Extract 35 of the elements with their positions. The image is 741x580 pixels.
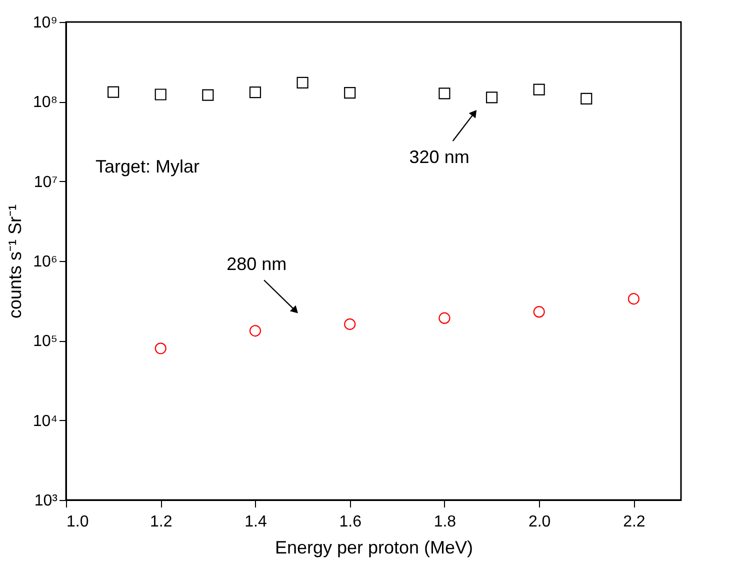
point bbox=[344, 318, 356, 330]
x-tick-label: 1.6 bbox=[339, 514, 362, 530]
point bbox=[533, 84, 545, 96]
point bbox=[154, 88, 166, 100]
y-tick-label: 10⁵ bbox=[33, 333, 58, 350]
y-tick-label: 10⁴ bbox=[32, 412, 58, 430]
x-tick-label: 2.2 bbox=[623, 514, 646, 530]
point bbox=[533, 306, 545, 318]
x-axis-title: Energy per proton (MeV) bbox=[274, 538, 474, 558]
annotation: Target: Mylar bbox=[96, 156, 200, 176]
y-axis-title: counts s⁻¹ Sr⁻¹ bbox=[4, 204, 25, 319]
point bbox=[202, 89, 214, 101]
point bbox=[438, 88, 450, 100]
point bbox=[628, 293, 640, 305]
point bbox=[486, 92, 498, 104]
x-tick-label: 1.4 bbox=[244, 514, 267, 530]
y-tick-label: 10⁸ bbox=[32, 94, 58, 112]
x-tick-label: 2.0 bbox=[528, 514, 551, 530]
point bbox=[154, 342, 166, 354]
point bbox=[438, 312, 450, 324]
y-tick-label: 10³ bbox=[34, 492, 58, 510]
point bbox=[344, 87, 356, 99]
y-tick-label: 10⁹ bbox=[32, 14, 58, 32]
x-tick-label: 1.2 bbox=[150, 514, 172, 530]
point bbox=[296, 76, 308, 88]
point bbox=[249, 86, 262, 98]
point bbox=[249, 325, 262, 337]
annotation: 320 nm bbox=[409, 147, 470, 168]
y-tick-label: 10⁷ bbox=[34, 174, 58, 191]
x-tick-label: 1.0 bbox=[66, 514, 89, 530]
x-tick-label: 1.8 bbox=[434, 514, 456, 530]
annotation: 280 nm bbox=[226, 254, 287, 274]
y-tick-label: 10⁶ bbox=[33, 254, 58, 270]
point bbox=[108, 86, 120, 98]
point bbox=[580, 92, 592, 104]
